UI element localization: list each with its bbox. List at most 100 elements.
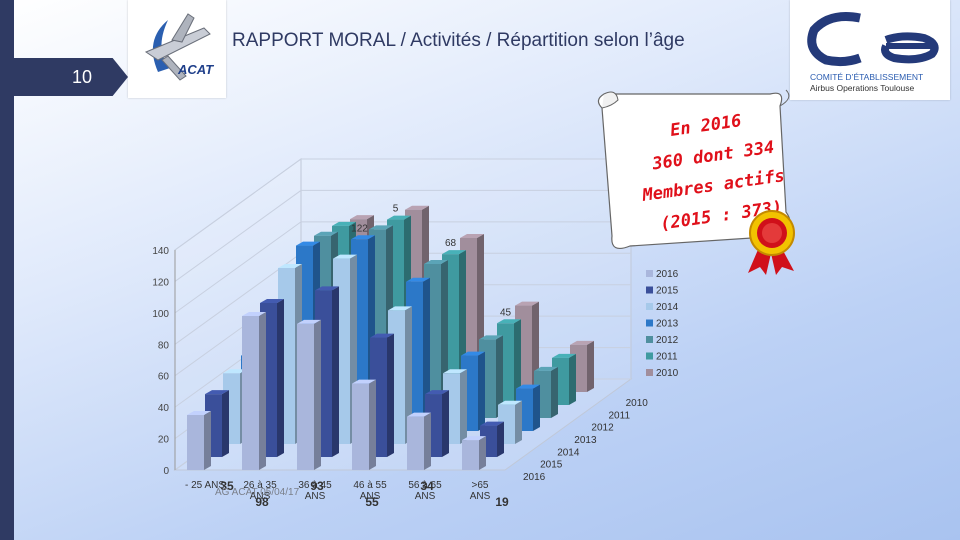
page-title: RAPPORT MORAL / Activités / Répartition … [232, 30, 685, 51]
legend-label: 2013 [656, 319, 679, 330]
bar-side [515, 400, 522, 444]
bar-side [424, 412, 431, 470]
bar-top [534, 366, 558, 371]
scroll-graphic [597, 89, 791, 249]
bar-side [497, 421, 504, 457]
bar-side [387, 333, 394, 457]
bar-top [296, 241, 320, 246]
bar-top [297, 319, 321, 324]
bar-top [570, 340, 594, 345]
bar-side [478, 351, 485, 431]
depth-axis-label: 2012 [591, 423, 614, 434]
bar-side [204, 411, 211, 470]
bar-top [370, 333, 394, 338]
chart-bars [187, 205, 594, 470]
y-tick-label: 40 [158, 403, 170, 414]
category-label: >65 ANS [470, 480, 491, 502]
y-tick-label: 60 [158, 372, 170, 383]
bar-side [496, 335, 503, 418]
legend-item: 2011 [646, 352, 678, 363]
bar-top [388, 306, 412, 311]
bar-2016-5 [462, 436, 486, 470]
acat-logo: ACAT [128, 0, 226, 98]
bar-top [352, 379, 376, 384]
legend-label: 2012 [656, 335, 679, 346]
bar-top [480, 421, 504, 426]
data-label: 35 [220, 479, 234, 493]
bar-side [569, 353, 576, 405]
bar-top [242, 312, 266, 316]
legend-swatch [646, 270, 653, 277]
left-accent-strip [0, 0, 14, 540]
legend-swatch [646, 319, 653, 327]
legend-swatch [646, 352, 653, 360]
bar-2016-0 [187, 411, 211, 470]
bar-side [314, 319, 321, 470]
bar-top [187, 411, 211, 415]
legend-item: 2015 [646, 286, 679, 297]
data-label: 93 [310, 479, 324, 493]
legend-swatch [646, 286, 653, 294]
bar-side [587, 340, 594, 392]
y-tick-label: 100 [152, 309, 169, 320]
bar-front [352, 383, 369, 470]
bar-front [242, 316, 259, 470]
bar-side [405, 306, 412, 444]
legend-item: 2014 [646, 302, 679, 313]
bar-2015-5 [480, 421, 504, 457]
bar-top [425, 390, 449, 395]
bar-2016-3 [352, 379, 376, 470]
bar-top [424, 260, 448, 264]
depth-axis-label: 2015 [540, 460, 563, 471]
legend-label: 2011 [656, 352, 678, 363]
bar-side [514, 319, 521, 405]
bar-side [533, 384, 540, 431]
bar-top [369, 225, 393, 230]
y-tick-label: 20 [158, 435, 170, 446]
bar-2016-4 [407, 412, 431, 470]
bar-top [387, 215, 411, 220]
data-label: 5 [393, 204, 399, 215]
bar-top [552, 353, 576, 358]
y-gridline [174, 189, 631, 282]
bar-top [407, 412, 431, 417]
data-label: 19 [495, 495, 509, 509]
data-label: 45 [500, 307, 512, 318]
category-label: 36 à 45 ANS [298, 480, 332, 502]
legend-item: 2016 [646, 269, 679, 280]
bar-side [332, 286, 339, 457]
chart-data-labels: 35 98 93 55 34 19 122 68 45 5 [220, 204, 511, 509]
bar-front [462, 440, 479, 470]
bar-side [259, 312, 266, 470]
data-label: 34 [420, 479, 434, 493]
bar-2016-1 [242, 312, 266, 470]
legend-item: 2012 [646, 335, 679, 346]
data-label: 68 [445, 238, 457, 249]
depth-axis-label: 2014 [557, 447, 580, 458]
depth-axis-label: 2010 [626, 398, 649, 409]
bar-top [462, 436, 486, 441]
bar-top [260, 299, 284, 303]
depth-axis-label: 2011 [609, 410, 631, 421]
annotation-scroll: En 2016 360 dont 334 Membres actifs (201… [590, 86, 800, 276]
bar-side [442, 390, 449, 457]
data-label: 122 [351, 223, 368, 234]
y-tick-label: 0 [163, 466, 169, 477]
chart-x-axis: - 25 ANS 26 à 35 ANS 36 à 45 ANS 46 à 55 ANS 56… [185, 480, 491, 502]
data-label: 55 [365, 495, 379, 509]
bar-top [443, 369, 467, 374]
y-gridline [174, 158, 631, 251]
bar-top [223, 369, 247, 374]
legend-label: 2015 [656, 286, 679, 297]
y-tick-label: 120 [152, 277, 169, 288]
bar-top [350, 215, 374, 220]
bar-top [498, 400, 522, 405]
bar-top [515, 301, 539, 306]
bar-top [333, 254, 357, 259]
award-rosette-icon [748, 210, 795, 275]
acat-logo-text: ACAT [177, 62, 214, 77]
category-label: - 25 ANS [185, 480, 225, 491]
y-gridline [174, 221, 631, 314]
bar-top [205, 390, 229, 395]
